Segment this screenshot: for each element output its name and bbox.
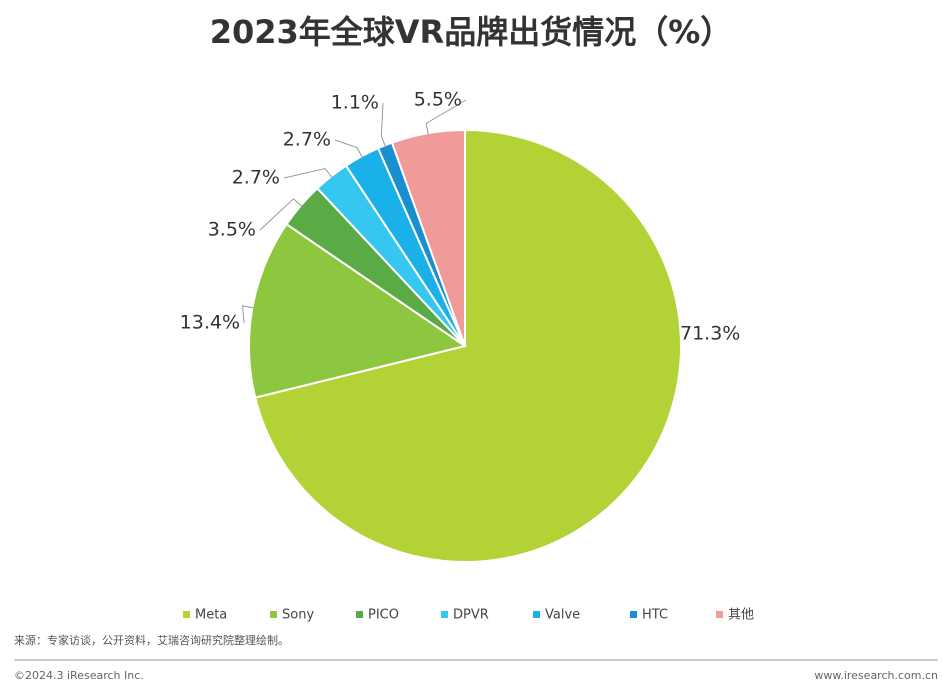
legend-label: PICO (368, 608, 399, 623)
source-note: 来源：专家访谈，公开资料，艾瑞咨询研究院整理绘制。 (14, 633, 289, 647)
leader-line (283, 167, 333, 179)
data-label: 13.4% (180, 312, 240, 334)
leader-line (380, 102, 387, 148)
chart-title: 2023年全球VR品牌出货情况（%） (210, 13, 733, 51)
legend-swatch (183, 611, 190, 618)
legend-label: Sony (282, 608, 314, 623)
legend-swatch (356, 611, 363, 618)
leader-line (259, 198, 303, 231)
legend-label: DPVR (453, 608, 489, 623)
legend-swatch (533, 611, 540, 618)
legend-swatch (441, 611, 448, 618)
leader-line (425, 99, 467, 136)
legend-swatch (630, 611, 637, 618)
legend-swatch (716, 611, 723, 618)
data-label: 71.3% (680, 323, 740, 345)
website: www.iresearch.com.cn (814, 669, 938, 682)
legend-label: Valve (545, 608, 580, 623)
legend-swatch (270, 611, 277, 618)
data-label: 2.7% (283, 129, 331, 151)
legend-label: Meta (195, 608, 227, 623)
data-label: 2.7% (232, 167, 280, 189)
pie-slice (254, 128, 682, 563)
data-label: 5.5% (414, 89, 462, 111)
data-label: 1.1% (331, 92, 379, 114)
legend-label: HTC (642, 608, 668, 623)
leader-line (334, 139, 364, 159)
legend-label: 其他 (728, 608, 754, 623)
leader-line (242, 305, 255, 324)
data-label: 3.5% (208, 219, 256, 241)
copyright: ©2024.3 iResearch Inc. (14, 669, 144, 682)
